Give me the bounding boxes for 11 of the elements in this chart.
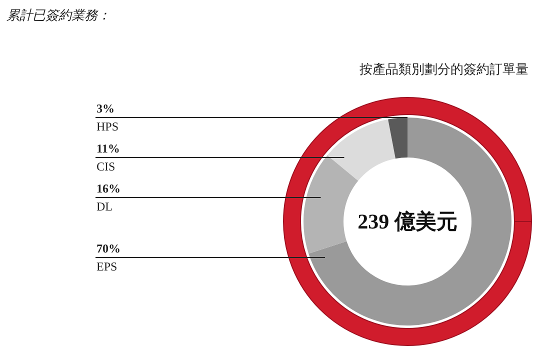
data-label: 70%	[96, 242, 120, 256]
data-label: 16%	[96, 182, 120, 196]
chart-title: 累計已簽約業務：	[6, 8, 110, 24]
slice-label: CIS	[96, 160, 116, 174]
data-label: 3%	[96, 102, 114, 116]
text: 239 億美元	[358, 210, 458, 234]
slice-label: HPS	[96, 120, 119, 134]
data-label: 11%	[96, 142, 120, 156]
chart-subtitle: 按產品類別劃分的簽約訂單量	[360, 62, 528, 78]
slice-label: EPS	[96, 260, 118, 274]
slice-label: DL	[96, 200, 112, 214]
